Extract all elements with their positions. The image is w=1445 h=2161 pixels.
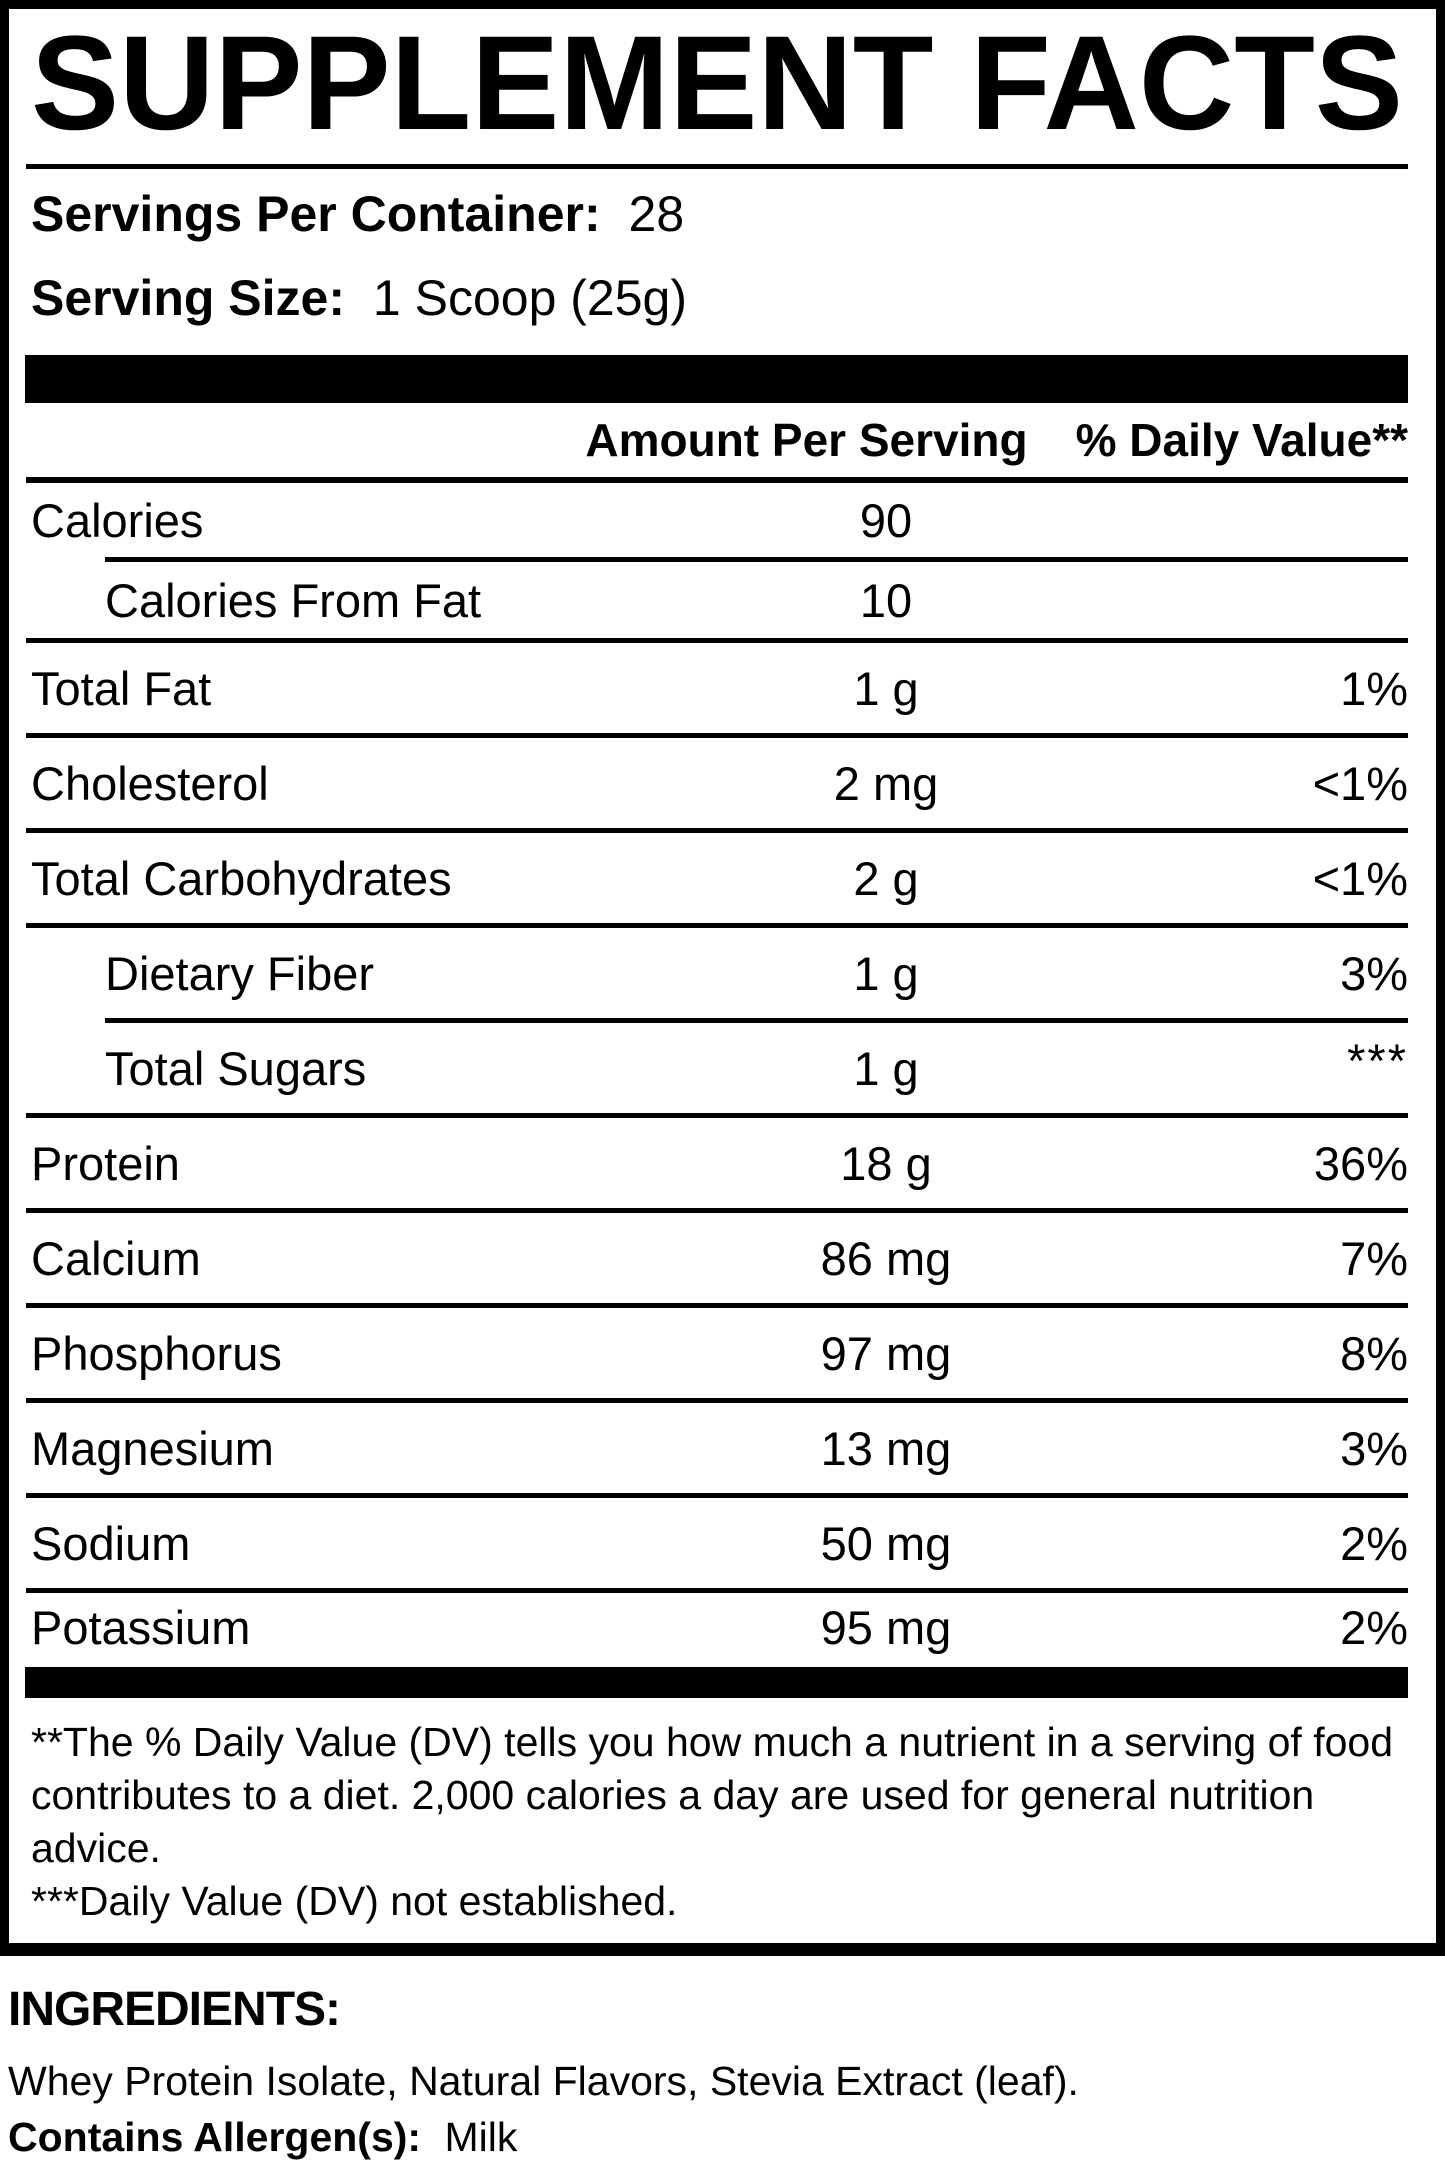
table-row-total-fat: Total Fat 1 g 1% bbox=[9, 643, 1436, 733]
row-divider bbox=[26, 1303, 1408, 1308]
footnote-not-established: ***Daily Value (DV) not established. bbox=[31, 1878, 678, 1924]
nutrient-name: Calories From Fat bbox=[105, 573, 482, 627]
row-divider bbox=[26, 923, 1408, 928]
nutrient-dv: <1% bbox=[1312, 851, 1408, 905]
allergen-line: Contains Allergen(s): Milk bbox=[8, 2113, 1415, 2161]
ingredients-list: Whey Protein Isolate, Natural Flavors, S… bbox=[8, 2058, 1079, 2104]
nutrient-dv: 7% bbox=[1340, 1231, 1408, 1285]
nutrient-amount: 2 mg bbox=[833, 756, 939, 810]
page-title: SUPPLEMENT FACTS bbox=[31, 25, 1403, 147]
separator-bar-top bbox=[25, 355, 1408, 403]
daily-value-header: % Daily Value** bbox=[1075, 414, 1408, 466]
nutrient-name: Calories bbox=[31, 493, 204, 547]
header-divider bbox=[26, 477, 1408, 483]
nutrient-amount: 95 mg bbox=[820, 1600, 952, 1654]
nutrient-dv: <1% bbox=[1312, 756, 1408, 810]
nutrient-dv: 3% bbox=[1340, 1421, 1408, 1475]
title-svg: SUPPLEMENT FACTS bbox=[31, 9, 1403, 158]
nutrient-dv: 1% bbox=[1340, 661, 1408, 715]
table-row-calories: Calories 90 bbox=[9, 483, 1436, 557]
row-divider bbox=[26, 1113, 1408, 1118]
nutrient-amount: 13 mg bbox=[820, 1421, 952, 1475]
nutrient-amount: 90 bbox=[859, 493, 913, 547]
allergen-label: Contains Allergen(s): bbox=[8, 2114, 422, 2160]
row-divider bbox=[26, 1208, 1408, 1213]
table-row-calcium: Calcium 86 mg 7% bbox=[9, 1213, 1436, 1303]
table-row-sodium: Sodium 50 mg 2% bbox=[9, 1498, 1436, 1588]
nutrient-dv: 2% bbox=[1340, 1600, 1408, 1654]
nutrient-amount: 10 bbox=[859, 573, 913, 627]
nutrient-amount: 18 g bbox=[840, 1136, 932, 1190]
table-row-phosphorus: Phosphorus 97 mg 8% bbox=[9, 1308, 1436, 1398]
row-divider bbox=[26, 828, 1408, 833]
nutrient-name: Total Sugars bbox=[105, 1041, 367, 1095]
table-row-protein: Protein 18 g 36% bbox=[9, 1118, 1436, 1208]
nutrient-name: Dietary Fiber bbox=[105, 946, 375, 1000]
title-divider bbox=[26, 164, 1408, 169]
table-row-total-sugars: Total Sugars 1 g *** bbox=[9, 1023, 1436, 1113]
row-divider bbox=[26, 638, 1408, 643]
serving-size-value: 1 Scoop (25g) bbox=[372, 270, 687, 326]
nutrient-name: Calcium bbox=[31, 1231, 201, 1285]
table-row-dietary-fiber: Dietary Fiber 1 g 3% bbox=[9, 928, 1436, 1018]
nutrient-dv: 2% bbox=[1340, 1516, 1408, 1570]
ingredients-section: INGREDIENTS: Whey Protein Isolate, Natur… bbox=[0, 1956, 1445, 2161]
title-wrap: SUPPLEMENT FACTS bbox=[9, 9, 1436, 158]
servings-per-container-value: 28 bbox=[628, 186, 685, 242]
serving-size: Serving Size: 1 Scoop (25g) bbox=[31, 267, 1436, 329]
nutrient-name: Total Carbohydrates bbox=[31, 851, 452, 905]
nutrient-amount: 1 g bbox=[853, 1041, 919, 1095]
nutrient-dv: 3% bbox=[1340, 946, 1408, 1000]
nutrient-amount: 1 g bbox=[853, 661, 919, 715]
allergen-value: Milk bbox=[444, 2114, 518, 2160]
nutrient-amount: 50 mg bbox=[820, 1516, 952, 1570]
row-divider bbox=[26, 1493, 1408, 1498]
row-divider bbox=[105, 557, 1408, 562]
nutrient-name: Sodium bbox=[31, 1516, 191, 1570]
servings-per-container: Servings Per Container: 28 bbox=[31, 183, 1436, 245]
nutrient-dv: 36% bbox=[1313, 1136, 1408, 1190]
table-row-total-carbohydrates: Total Carbohydrates 2 g <1% bbox=[9, 833, 1436, 923]
nutrient-name: Potassium bbox=[31, 1600, 251, 1654]
nutrient-name: Magnesium bbox=[31, 1421, 274, 1475]
servings-per-container-label: Servings Per Container: bbox=[31, 186, 601, 242]
nutrient-amount: 97 mg bbox=[820, 1326, 952, 1380]
footnotes: **The % Daily Value (DV) tells you how m… bbox=[9, 1698, 1436, 1928]
nutrient-name: Phosphorus bbox=[31, 1326, 282, 1380]
row-divider bbox=[26, 1588, 1408, 1593]
nutrient-amount: 2 g bbox=[853, 851, 919, 905]
row-divider bbox=[26, 1398, 1408, 1403]
nutrient-name: Protein bbox=[31, 1136, 180, 1190]
serving-size-label: Serving Size: bbox=[31, 270, 345, 326]
table-row-cholesterol: Cholesterol 2 mg <1% bbox=[9, 738, 1436, 828]
amount-per-serving-header: Amount Per Serving bbox=[585, 414, 1028, 466]
nutrient-dv: 8% bbox=[1340, 1326, 1408, 1380]
nutrient-amount: 1 g bbox=[853, 946, 919, 1000]
row-divider bbox=[26, 733, 1408, 738]
table-row-calories-from-fat: Calories From Fat 10 bbox=[9, 562, 1436, 638]
table-row-potassium: Potassium 95 mg 2% bbox=[9, 1593, 1436, 1661]
nutrient-name: Total Fat bbox=[31, 661, 212, 715]
nutrient-name: Cholesterol bbox=[31, 756, 269, 810]
row-divider bbox=[105, 1018, 1408, 1023]
ingredients-heading: INGREDIENTS: bbox=[8, 1983, 341, 2036]
nutrient-amount: 86 mg bbox=[820, 1231, 952, 1285]
footnote-daily-value: **The % Daily Value (DV) tells you how m… bbox=[31, 1719, 1394, 1871]
table-row-magnesium: Magnesium 13 mg 3% bbox=[9, 1403, 1436, 1493]
serving-info: Servings Per Container: 28 Serving Size:… bbox=[9, 183, 1436, 329]
supplement-facts-panel: SUPPLEMENT FACTS Servings Per Container:… bbox=[0, 0, 1445, 1956]
separator-bar-bottom bbox=[25, 1667, 1408, 1698]
table-header-row: Amount Per Serving % Daily Value** bbox=[9, 403, 1436, 477]
nutrient-dv: *** bbox=[1347, 1034, 1408, 1087]
